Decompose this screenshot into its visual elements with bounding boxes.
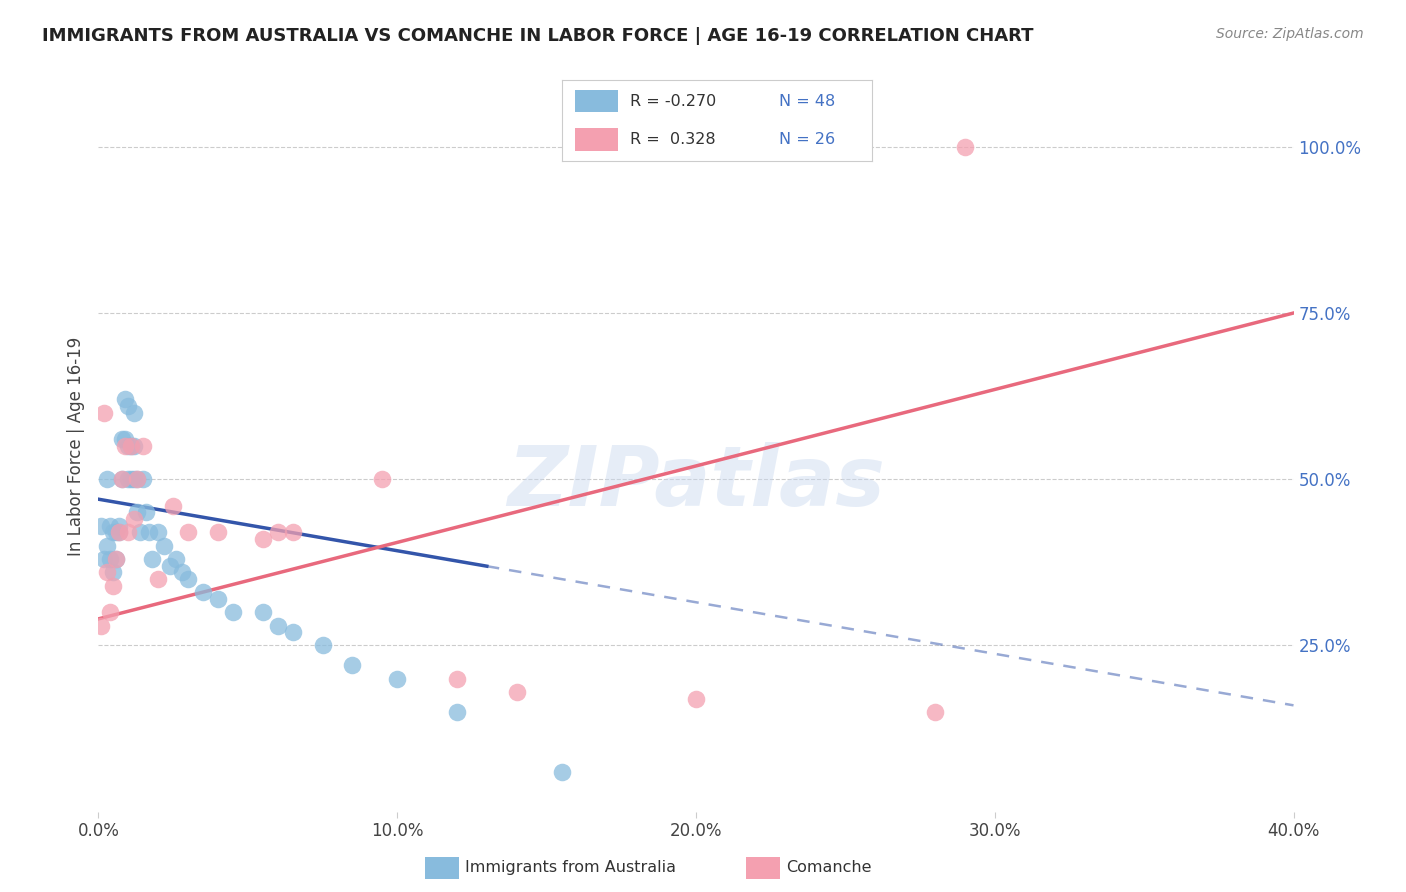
- Text: Comanche: Comanche: [786, 860, 872, 875]
- Point: [124, 472, 146, 486]
- Point: [281, 625, 304, 640]
- Text: ZIPatlas: ZIPatlas: [508, 442, 884, 523]
- Text: Immigrants from Australia: Immigrants from Australia: [465, 860, 676, 875]
- Point: [117, 472, 139, 486]
- Point: [96, 566, 118, 580]
- Point: [114, 433, 136, 447]
- Point: [371, 472, 394, 486]
- Point: [132, 472, 155, 486]
- Point: [148, 525, 170, 540]
- Text: N = 26: N = 26: [779, 132, 835, 147]
- Point: [96, 472, 118, 486]
- Bar: [425, 856, 458, 879]
- Point: [117, 399, 139, 413]
- Point: [103, 579, 125, 593]
- Point: [267, 525, 290, 540]
- Text: N = 48: N = 48: [779, 94, 835, 109]
- Point: [446, 672, 468, 686]
- Point: [111, 433, 134, 447]
- Point: [103, 566, 125, 580]
- Point: [111, 472, 134, 486]
- Point: [98, 518, 122, 533]
- Point: [135, 506, 157, 520]
- Point: [114, 392, 136, 407]
- Point: [953, 140, 976, 154]
- Point: [191, 585, 214, 599]
- Text: R =  0.328: R = 0.328: [630, 132, 716, 147]
- Point: [177, 525, 200, 540]
- Point: [103, 525, 125, 540]
- Point: [141, 552, 163, 566]
- Point: [311, 639, 333, 653]
- Point: [385, 672, 409, 686]
- Point: [924, 705, 946, 719]
- Point: [172, 566, 194, 580]
- Point: [177, 572, 200, 586]
- Point: [446, 705, 468, 719]
- Point: [90, 618, 112, 632]
- Point: [120, 439, 142, 453]
- Point: [506, 685, 529, 699]
- Point: [127, 472, 149, 486]
- Text: IMMIGRANTS FROM AUSTRALIA VS COMANCHE IN LABOR FORCE | AGE 16-19 CORRELATION CHA: IMMIGRANTS FROM AUSTRALIA VS COMANCHE IN…: [42, 27, 1033, 45]
- Point: [93, 552, 115, 566]
- Y-axis label: In Labor Force | Age 16-19: In Labor Force | Age 16-19: [66, 336, 84, 556]
- Point: [132, 439, 155, 453]
- Bar: [575, 128, 619, 151]
- Point: [342, 658, 364, 673]
- Bar: [575, 90, 619, 112]
- Point: [105, 552, 128, 566]
- Point: [117, 439, 139, 453]
- Point: [222, 605, 245, 619]
- Point: [114, 439, 136, 453]
- Point: [129, 525, 152, 540]
- Point: [550, 764, 572, 779]
- Point: [105, 552, 128, 566]
- Point: [93, 406, 115, 420]
- Point: [111, 472, 134, 486]
- Point: [98, 605, 122, 619]
- Point: [207, 525, 229, 540]
- Text: R = -0.270: R = -0.270: [630, 94, 717, 109]
- Point: [124, 512, 146, 526]
- Point: [207, 591, 229, 606]
- Point: [148, 572, 170, 586]
- Point: [138, 525, 160, 540]
- Point: [117, 525, 139, 540]
- Point: [165, 552, 187, 566]
- Point: [96, 539, 118, 553]
- Point: [162, 499, 184, 513]
- Point: [685, 691, 707, 706]
- Point: [108, 525, 131, 540]
- Point: [159, 558, 181, 573]
- Point: [108, 518, 131, 533]
- Point: [281, 525, 304, 540]
- Point: [105, 525, 128, 540]
- Point: [127, 506, 149, 520]
- Point: [108, 525, 131, 540]
- Point: [252, 532, 274, 546]
- Point: [120, 472, 142, 486]
- Point: [124, 439, 146, 453]
- Point: [120, 439, 142, 453]
- Point: [90, 518, 112, 533]
- Point: [267, 618, 290, 632]
- Text: Source: ZipAtlas.com: Source: ZipAtlas.com: [1216, 27, 1364, 41]
- Bar: [747, 856, 780, 879]
- Point: [252, 605, 274, 619]
- Point: [98, 552, 122, 566]
- Point: [127, 472, 149, 486]
- Point: [153, 539, 176, 553]
- Point: [124, 406, 146, 420]
